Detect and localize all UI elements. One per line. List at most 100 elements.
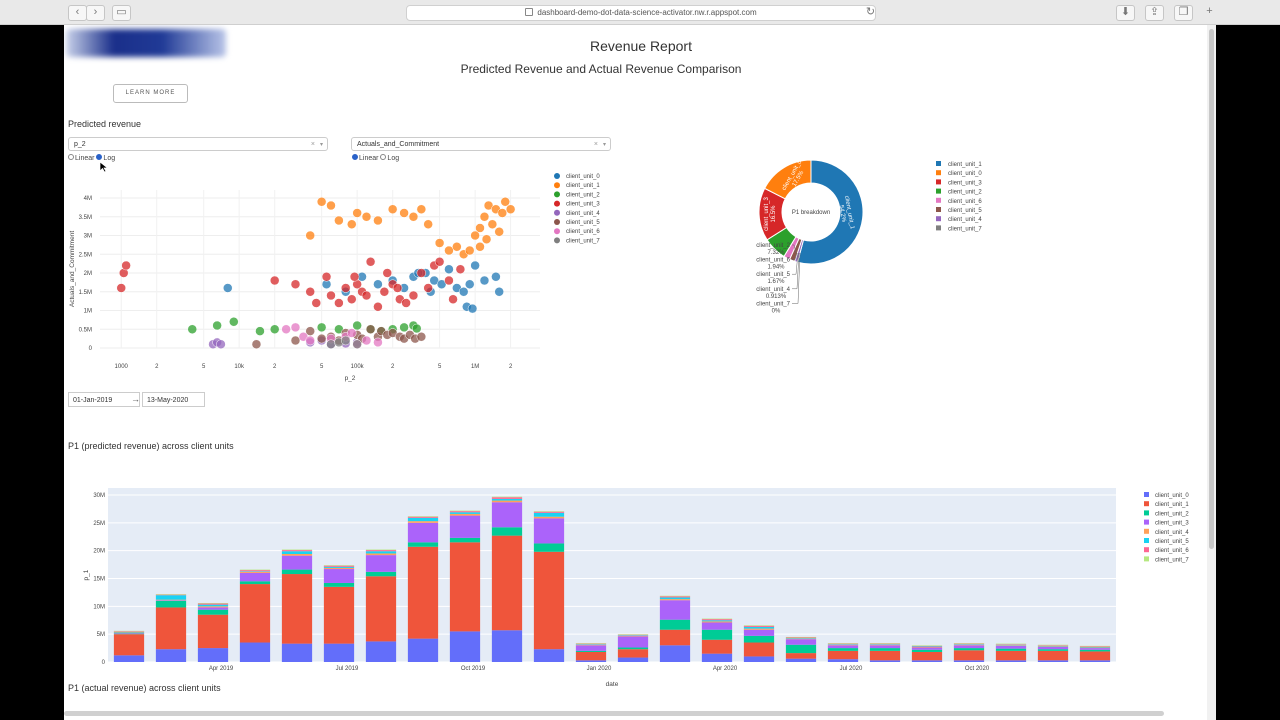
date-end-input[interactable]: 13-May-2020 [142,392,205,407]
scatter-point-client_unit_3 [326,290,336,301]
pie-chart[interactable]: P1 breakdown client_unit_154.2%client_uni… [724,153,1004,323]
scatter-point-client_unit_1 [481,234,492,244]
legend-marker [554,228,560,235]
x-tick-label: 2 [509,364,513,370]
x-tick-label: 1000 [115,364,129,370]
scrollbar-thumb[interactable] [1209,29,1214,549]
bar-segment-client_unit_0 [827,659,859,662]
pie-inside-name: client_unit_3 [764,196,770,230]
scatter-point-client_unit_1 [361,212,372,222]
pie-outside-label: client_unit_4 [756,287,790,293]
bar-segment-client_unit_0 [155,649,187,662]
pie-outside-label: client_unit_2 [756,243,790,249]
forward-icon[interactable]: › [86,5,105,21]
legend-label: client_unit_4 [566,211,600,217]
pie-outside-pct: 1.67% [767,279,785,285]
bar-segment-client_unit_3 [659,600,691,620]
stacked-bar-chart[interactable]: 0 5M 10M 15M 20M 25M 30M p_1 Apr 2019 Jul 2019 Oct… [64,480,1207,695]
x-axis-dropdown[interactable]: p_2 × ▾ [68,137,328,151]
pie-outside-label: client_unit_6 [756,258,790,264]
pie-inside-label: client_unit_3 16.5% [764,196,777,230]
scatter-point-client_unit_3 [423,283,433,293]
bar-segment-client_unit_3 [1037,646,1069,650]
reload-icon[interactable]: ↻ [865,6,876,18]
bar-segment-client_unit_4 [575,644,607,646]
bar-segment-client_unit_7 [365,549,397,551]
legend-label: client_unit_1 [566,183,600,189]
y-tick-label: 0 [102,660,106,666]
address-bar[interactable]: dashboard-demo-dot-data-science-activato… [406,5,876,21]
download-icon[interactable]: ⬇ [1116,5,1135,21]
share-icon[interactable]: ⇪ [1145,5,1164,21]
radio-label: Linear [75,155,95,162]
bar-segment-client_unit_4 [617,635,649,637]
pie-outside-label: client_unit_5 [756,272,790,278]
bar-segment-client_unit_7 [491,496,523,498]
scatter-point-client_unit_7 [340,335,351,346]
x-tick-label: Jul 2020 [840,666,863,672]
bar-segment-client_unit_6 [701,619,733,621]
scatter-point-client_unit_3 [121,260,131,271]
back-icon[interactable]: ‹ [68,5,87,21]
bar-segment-client_unit_7 [407,516,439,517]
bar-segment-client_unit_2 [953,648,985,651]
y-tick-label: 1M [84,309,92,315]
y-tick-label: 2.5M [79,252,92,258]
bar-segment-client_unit_1 [323,586,355,644]
y-scale-radio[interactable]: Linear Log [352,154,399,162]
y-axis-dropdown[interactable]: Actuals_and_Commitment × ▾ [351,137,611,151]
new-tab-icon[interactable]: + [1206,5,1213,17]
tabs-icon[interactable]: ❐ [1174,5,1193,21]
y-tick-label: 0 [89,346,93,352]
vertical-scrollbar[interactable] [1207,25,1216,720]
company-logo [66,29,226,57]
scatter-point-client_unit_5 [365,324,376,334]
bar-segment-client_unit_5 [113,631,145,633]
bar-legend-label: client_unit_4 [1155,530,1189,536]
radio-log-x[interactable] [96,154,103,160]
radio-label: Linear [359,155,379,162]
bar-segment-client_unit_4 [407,521,439,523]
scatter-point-client_unit_1 [452,242,462,252]
bar-segment-client_unit_3 [827,645,859,649]
sidebar-icon[interactable]: ▭ [112,5,131,21]
pie-legend-swatch [936,188,941,194]
pie-outside-pct: 7.32% [767,250,785,256]
bar-segment-client_unit_5 [449,512,481,514]
bar-segment-client_unit_2 [1079,649,1111,652]
bar-segment-client_unit_6 [575,643,607,645]
chevron-down-icon[interactable]: ▾ [319,142,323,148]
bar-segment-client_unit_6 [827,643,859,645]
scatter-point-client_unit_5 [305,326,315,336]
bar-segment-client_unit_7 [449,510,481,512]
bar-segment-client_unit_1 [659,629,691,646]
chevron-down-icon[interactable]: ▾ [602,142,606,148]
clear-icon[interactable]: × [593,141,598,148]
radio-log-y[interactable] [380,154,387,160]
bar-segment-client_unit_0 [365,641,397,662]
scatter-chart[interactable]: 0 0.5M 1M 1.5M 2M 2.5M 3M 3.5M 4M 1000 2 5 10k 2 5 100k… [64,165,624,390]
horizontal-scrollbar[interactable] [64,711,1164,716]
legend-label: client_unit_6 [566,229,600,235]
radio-linear-x[interactable] [68,154,74,160]
pie-legend-label: client_unit_5 [948,208,982,214]
scatter-point-client_unit_6 [305,335,315,346]
learn-more-button[interactable]: LEARN MORE [113,84,188,103]
radio-linear-y[interactable] [352,154,358,160]
x-scale-radio[interactable]: Linear Log [68,154,115,162]
bar-segment-client_unit_2 [449,537,481,543]
bar-segment-client_unit_1 [617,649,649,658]
pie-legend-label: client_unit_4 [948,217,982,223]
scatter-point-client_unit_3 [382,268,393,278]
bar-segment-client_unit_5 [575,644,607,645]
x-tick-label: 5 [320,364,324,370]
date-start-input[interactable]: 01-Jan-2019 [68,392,140,407]
scatter-point-client_unit_1 [399,208,409,218]
scatter-point-client_unit_6 [373,337,383,348]
bar-segment-client_unit_7 [995,643,1027,645]
scatter-point-client_unit_0 [494,287,504,297]
scatter-point-client_unit_1 [444,245,454,256]
bar-segment-client_unit_5 [785,638,817,639]
scatter-point-client_unit_3 [379,287,390,297]
clear-icon[interactable]: × [310,141,315,148]
